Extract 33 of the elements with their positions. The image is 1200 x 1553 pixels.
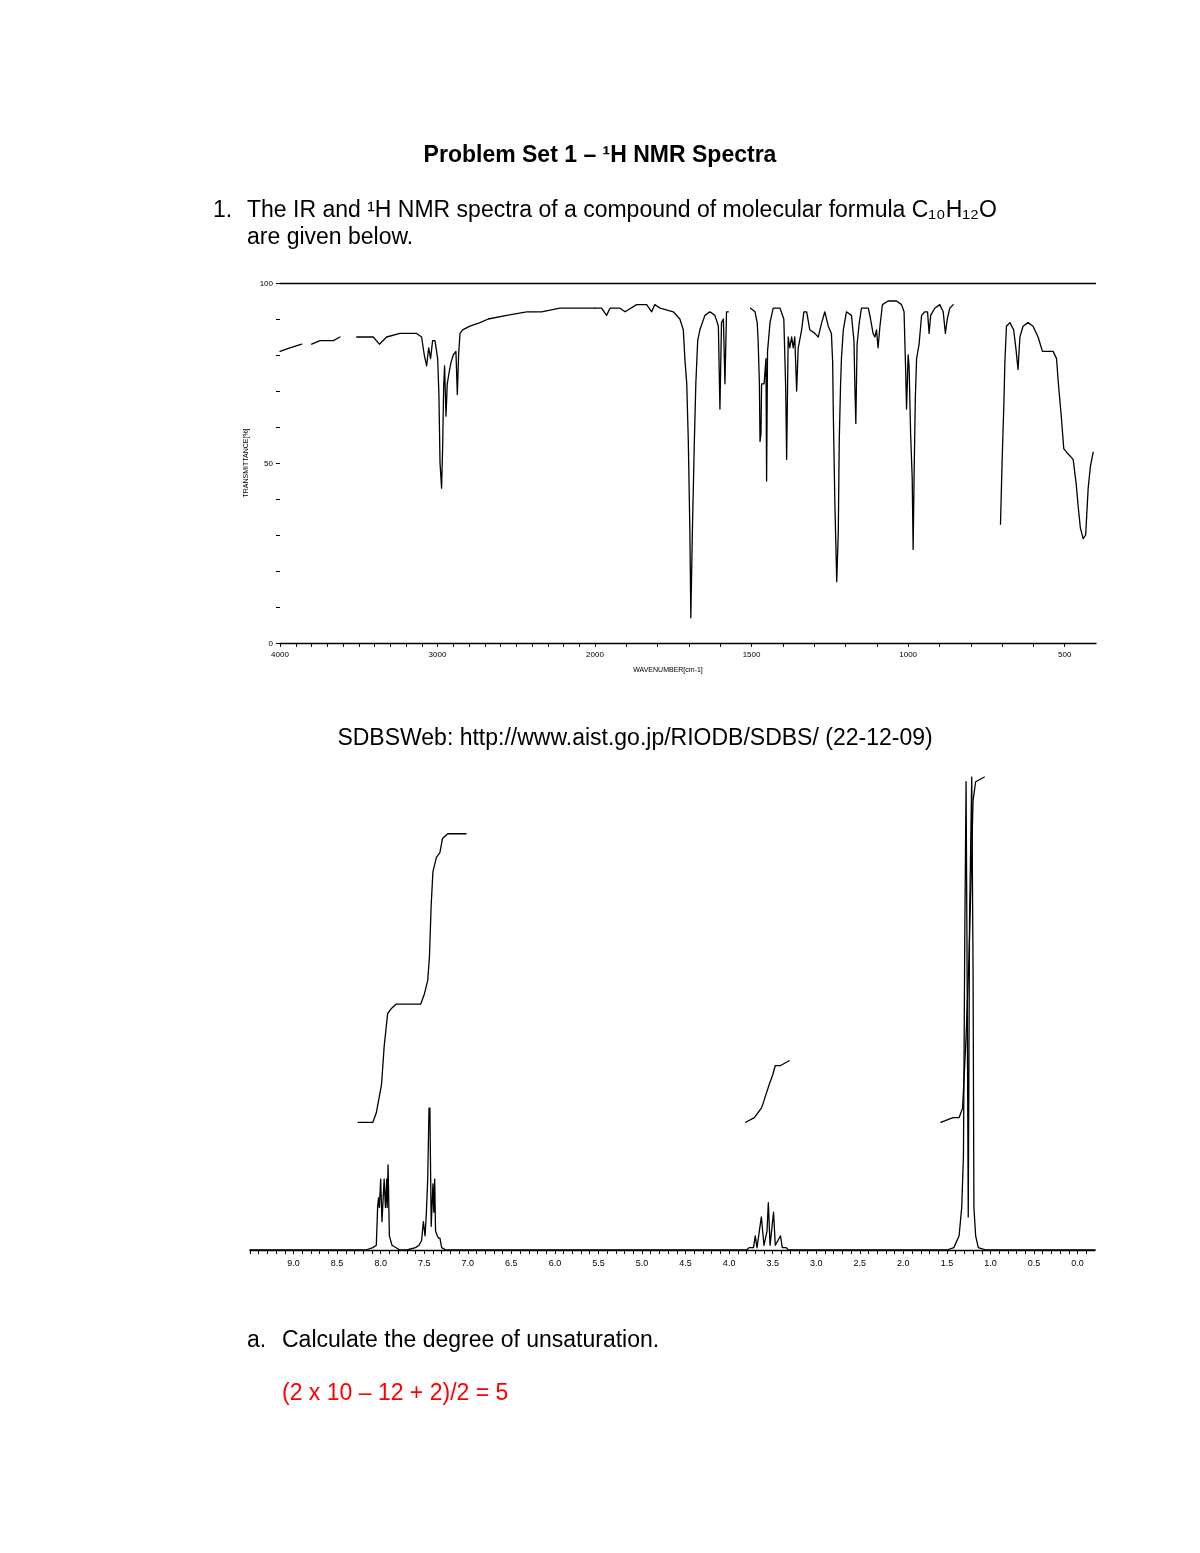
x-tick-label: 4.5 xyxy=(679,1257,692,1268)
x-tick-label: 3.5 xyxy=(766,1257,779,1268)
text: a. Calculate the degree of unsaturation. xyxy=(247,1326,661,1353)
text: (2 x 10 – 12 + 2)/2 = 5 xyxy=(282,1379,509,1406)
x-tick-label: 7.5 xyxy=(417,1257,431,1268)
x-tick-label: 5.5 xyxy=(592,1257,605,1268)
x-tick-label: 500 xyxy=(1058,649,1072,659)
x-tick-label: 2.0 xyxy=(897,1257,910,1268)
y-tick-label: 0 xyxy=(268,638,274,648)
chart-subtitle: 1. The IR and ¹H NMR spectra of a compound of molecular formula C₁₀H₁₂O are given below. xyxy=(213,196,998,250)
x-tick-label: 2.5 xyxy=(853,1257,867,1268)
x-tick-label: 6.5 xyxy=(505,1257,518,1268)
x-tick-label: 1.0 xyxy=(984,1257,997,1268)
x-tick-label: 4.0 xyxy=(722,1257,736,1268)
x-tick-label: 8.5 xyxy=(330,1257,344,1268)
x-tick-label: 1.5 xyxy=(940,1257,954,1268)
x-tick-label: 3000 xyxy=(428,649,447,659)
x-tick-label: 0.5 xyxy=(1027,1257,1041,1268)
x-tick-label: 5.0 xyxy=(635,1257,649,1268)
x-tick-label: 1000 xyxy=(899,649,918,659)
x-tick-label: 9.0 xyxy=(287,1257,300,1268)
chart-title: Problem Set 1 – ¹H NMR Spectra xyxy=(423,141,777,168)
text: SDBSWeb: http://www.aist.go.jp/RIODB/SDBS/ (22-12-09) xyxy=(337,724,933,751)
x-tick-label: 8.0 xyxy=(374,1257,387,1268)
x-tick-label: 0.0 xyxy=(1071,1257,1084,1268)
y-tick-label: 100 xyxy=(259,278,274,288)
x-tick-label: 7.0 xyxy=(461,1257,475,1268)
x-tick-label: 4000 xyxy=(271,649,290,659)
x-tick-label: 2000 xyxy=(586,649,605,659)
x-tick-label: 3.0 xyxy=(809,1257,823,1268)
x-tick-label: 1500 xyxy=(742,649,762,659)
x-tick-label: 6.0 xyxy=(548,1257,562,1268)
y-tick-label: 50 xyxy=(264,458,274,468)
